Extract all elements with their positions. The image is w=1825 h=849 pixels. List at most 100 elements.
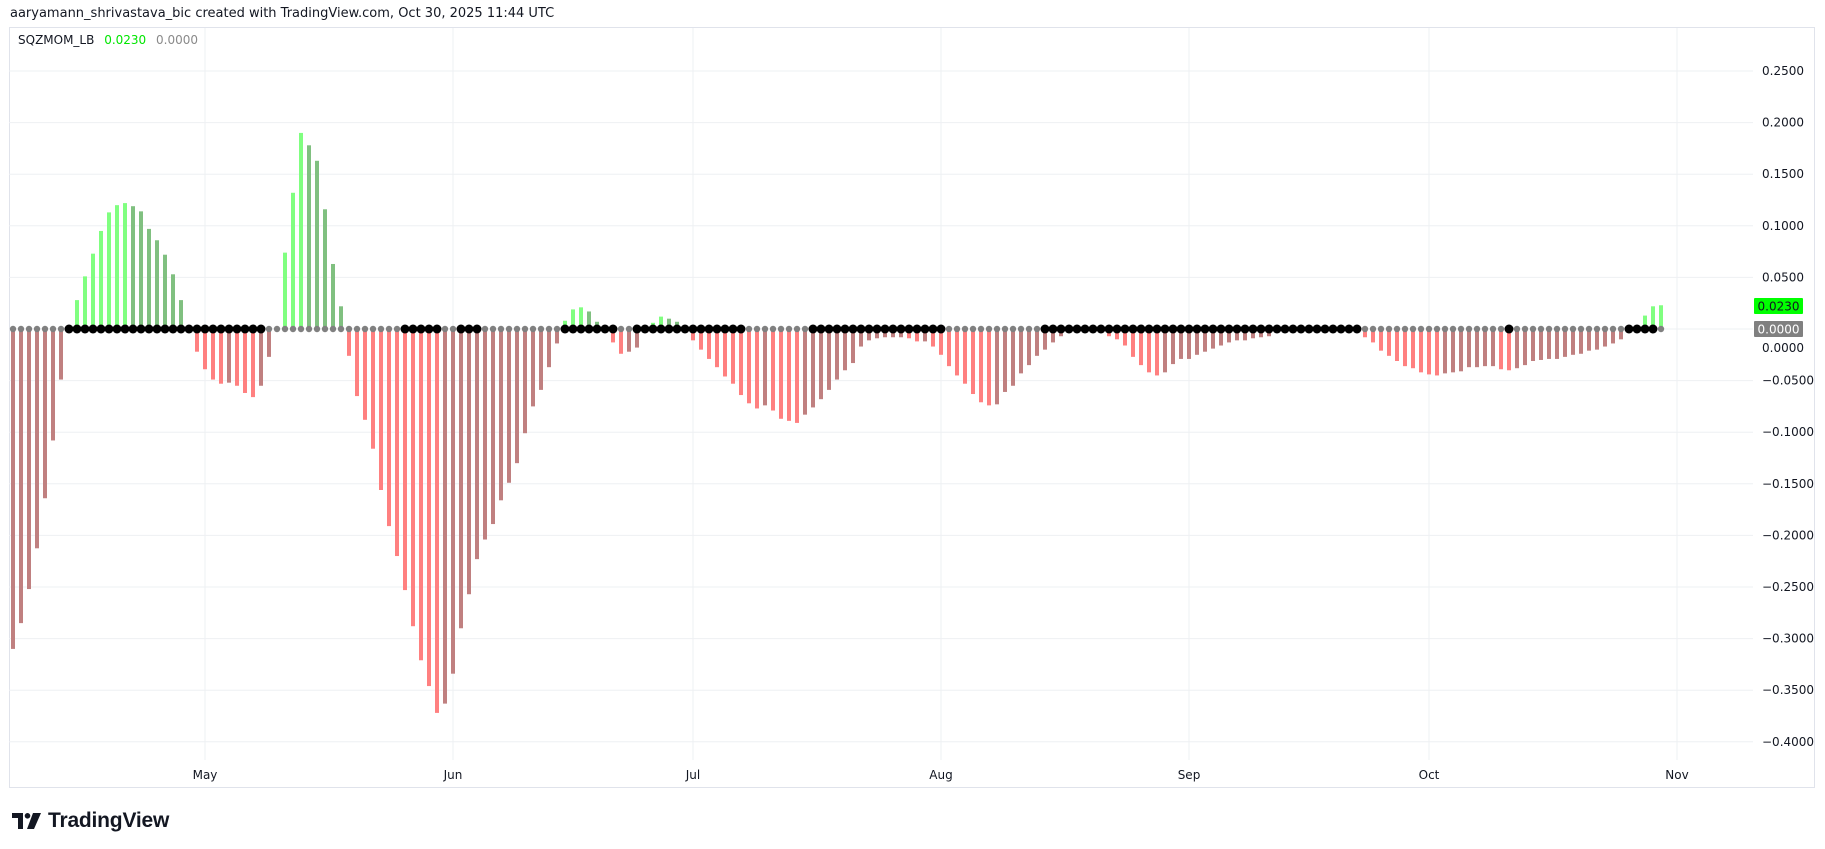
chart-credit-text: aaryamann_shrivastava_bic created with T… [10, 6, 555, 21]
histogram-bar [1451, 329, 1455, 373]
histogram-bar [427, 329, 431, 687]
histogram-bar [1027, 329, 1031, 366]
histogram-bar [107, 212, 111, 329]
squeeze-off-dot [1609, 325, 1617, 333]
squeeze-on-dot [72, 324, 82, 334]
histogram-bar [499, 329, 503, 501]
squeeze-off-dot [745, 325, 753, 333]
squeeze-off-dot [961, 325, 969, 333]
squeeze-on-dot [688, 324, 698, 334]
squeeze-on-dot [1256, 324, 1266, 334]
x-tick-label: May [193, 768, 218, 782]
squeeze-on-dot [632, 324, 642, 334]
grid-lines [9, 28, 1753, 760]
histogram-bar [1363, 329, 1367, 338]
squeeze-on-dot [216, 324, 226, 334]
squeeze-off-dot [313, 325, 321, 333]
histogram-bar [1611, 329, 1615, 344]
squeeze-on-dot [64, 324, 74, 334]
y-tick-label: −0.3000 [1762, 632, 1814, 646]
squeeze-on-dot [888, 324, 898, 334]
histogram-bar [835, 329, 839, 380]
squeeze-on-dot [1232, 324, 1242, 334]
squeeze-off-dot [761, 325, 769, 333]
squeeze-on-dot [208, 324, 218, 334]
indicator-value: 0.0230 [104, 33, 147, 47]
y-tick-label: −0.4000 [1762, 735, 1814, 749]
squeeze-on-dot [736, 324, 746, 334]
squeeze-off-dot [1521, 325, 1529, 333]
histogram-bar [1371, 329, 1375, 343]
last-value-badges: 0.0230 0.0000 [1754, 298, 1803, 337]
histogram-bar [1395, 329, 1399, 361]
indicator-legend[interactable]: SQZMOM_LB 0.0230 0.0000 [18, 33, 204, 47]
histogram-bar [555, 329, 559, 344]
squeeze-on-dot [1104, 324, 1114, 334]
squeeze-on-dot [648, 324, 658, 334]
squeeze-on-dot [1136, 324, 1146, 334]
chart-pane[interactable] [9, 27, 1815, 788]
squeeze-off-dot [1617, 325, 1625, 333]
price-axis: 0.2500 0.2000 0.1500 0.1000 0.0500 0.0000 −0.0… [1762, 64, 1814, 749]
squeeze-on-dot [408, 324, 418, 334]
histogram-bar [635, 329, 639, 348]
squeeze-off-dot [953, 325, 961, 333]
squeeze-off-dot [273, 325, 281, 333]
histogram-bar [507, 329, 511, 483]
squeeze-off-dot [329, 325, 337, 333]
histogram-bar [1155, 329, 1159, 376]
histogram-bar [1587, 329, 1591, 351]
histogram-bar [851, 329, 855, 364]
histogram-bar [1195, 329, 1199, 355]
tradingview-logo[interactable]: TradingView [12, 809, 169, 833]
tradingview-logo-text: TradingView [48, 809, 170, 832]
squeeze-off-dot [321, 325, 329, 333]
histogram-bar [491, 329, 495, 525]
squeeze-on-dot [816, 324, 826, 334]
histogram-bar [475, 329, 479, 560]
histogram-bar [571, 309, 575, 329]
histogram-bar [1115, 329, 1119, 340]
squeeze-off-dot [25, 325, 33, 333]
squeeze-on-dot [1248, 324, 1258, 334]
histogram-bar [363, 329, 367, 420]
histogram-bar [707, 329, 711, 359]
squeeze-on-dot [88, 324, 98, 334]
histogram-bar [963, 329, 967, 384]
histogram-bar [731, 329, 735, 384]
squeeze-off-dot [1417, 325, 1425, 333]
squeeze-off-dot [1569, 325, 1577, 333]
indicator-name: SQZMOM_LB [18, 33, 95, 47]
histogram-bar [1251, 329, 1255, 339]
indicator-signal-value: 0.0000 [156, 33, 199, 47]
squeeze-off-dot [393, 325, 401, 333]
zero-value-badge [1754, 321, 1803, 337]
histogram-bar [955, 329, 959, 376]
y-tick-label: 0.1500 [1762, 167, 1804, 181]
histogram-bar [1227, 329, 1231, 343]
squeeze-off-dot [361, 325, 369, 333]
squeeze-on-dot [1144, 324, 1154, 334]
histogram-bar [1531, 329, 1535, 361]
squeeze-off-dot [49, 325, 57, 333]
squeeze-on-dot [464, 324, 474, 334]
squeeze-off-dot [1553, 325, 1561, 333]
squeeze-off-dot [1361, 325, 1369, 333]
squeeze-off-dot [441, 325, 449, 333]
squeeze-on-dot [656, 324, 666, 334]
squeeze-on-dot [808, 324, 818, 334]
squeeze-on-dot [256, 324, 266, 334]
histogram-bar [91, 253, 95, 329]
histogram-bar [547, 329, 551, 368]
histogram-bar [947, 329, 951, 367]
histogram-bar [35, 329, 39, 549]
squeeze-off-dot [481, 325, 489, 333]
squeeze-off-dot [449, 325, 457, 333]
histogram-bar [403, 329, 407, 591]
squeeze-on-dot [1328, 324, 1338, 334]
histogram-bar [1571, 329, 1575, 355]
histogram-bar [1419, 329, 1423, 373]
squeeze-on-dot [112, 324, 122, 334]
histogram-bar [419, 329, 423, 661]
squeeze-on-dot [416, 324, 426, 334]
